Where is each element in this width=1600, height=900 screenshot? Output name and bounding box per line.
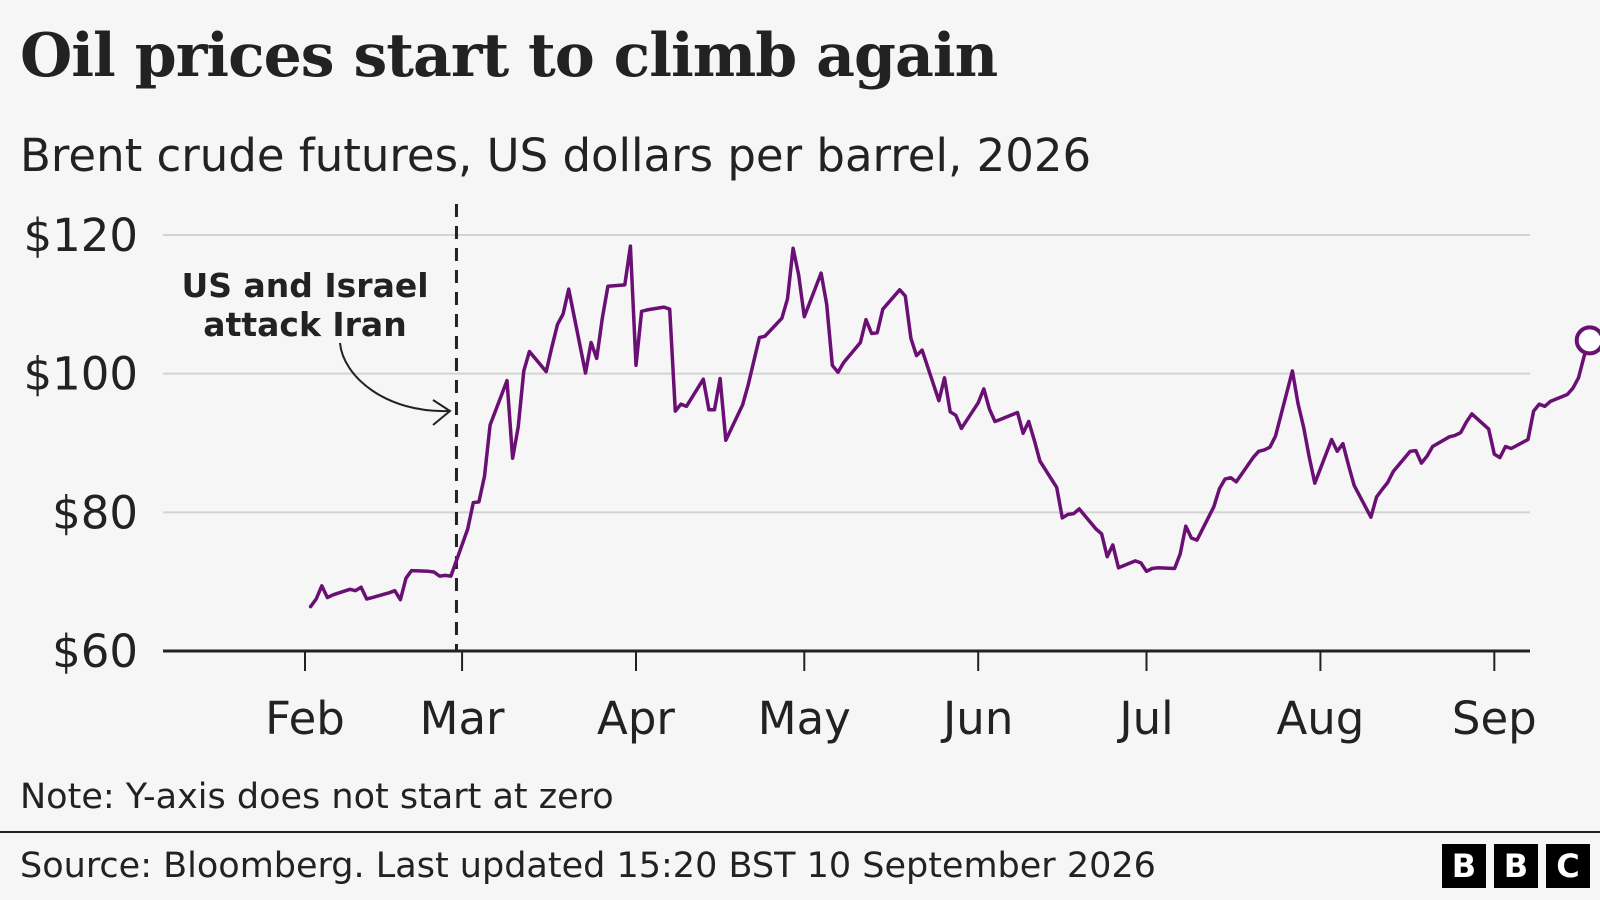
footer-divider (0, 831, 1600, 833)
series-layer (308, 244, 1600, 609)
y-tick-label: $120 (23, 209, 138, 262)
y-tick-label: $60 (52, 625, 138, 678)
x-tick-label: Sep (1452, 692, 1537, 745)
logo-letter-b2: B (1494, 844, 1538, 888)
x-tick-label: Feb (265, 692, 345, 745)
x-tick-label: Apr (597, 692, 675, 745)
y-tick-label: $100 (23, 348, 138, 401)
x-axis: Feb Mar Apr May Jun Jul Aug Sep (163, 649, 1537, 745)
x-tick-label: Jul (1116, 692, 1173, 745)
source-text: Source: Bloomberg. Last updated 15:20 BS… (20, 846, 1156, 886)
annotation-text: attack Iran (203, 305, 406, 344)
gridlines (163, 234, 1530, 514)
y-tick-label: $80 (52, 486, 138, 539)
x-tick-label: Jun (940, 692, 1013, 745)
chart-title: Oil prices start to climb again (20, 21, 998, 91)
chart-note: Note: Y-axis does not start at zero (20, 777, 614, 817)
chart-subtitle: Brent crude futures, US dollars per barr… (20, 129, 1092, 182)
bbc-logo: B B C (1442, 844, 1590, 888)
x-tick-label: May (758, 692, 851, 745)
x-tick-label: Mar (420, 692, 505, 745)
price-line (308, 244, 1592, 609)
latest-value-marker (1574, 325, 1600, 356)
annotation-arrowhead (432, 399, 452, 426)
logo-letter-c: C (1546, 844, 1590, 888)
annotation-arrow (339, 342, 450, 413)
annotation-text: US and Israel (181, 266, 428, 305)
x-tick-label: Aug (1276, 692, 1364, 745)
logo-letter-b1: B (1442, 844, 1486, 888)
line-chart: $60$80$100$120 Feb Mar Apr May Jun Jul Aug Sep … (23, 204, 1600, 745)
y-axis-tick-labels: $60 $80 $100 $120 (23, 209, 138, 678)
